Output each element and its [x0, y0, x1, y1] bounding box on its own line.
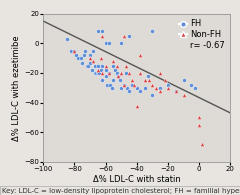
Point: [143, 86, 146, 89]
Point: [107, 71, 111, 74]
Point: [150, 83, 154, 86]
Point: [101, 34, 104, 37]
Point: [174, 89, 178, 92]
Point: [107, 71, 111, 74]
Point: [127, 71, 131, 74]
Point: [107, 42, 111, 45]
Point: [96, 71, 100, 74]
Point: [74, 54, 78, 57]
Point: [116, 74, 120, 77]
Point: [127, 89, 131, 92]
Point: [79, 57, 83, 60]
Point: [94, 71, 98, 74]
Point: [174, 89, 178, 92]
Point: [99, 68, 103, 72]
Point: [122, 34, 126, 37]
Point: [192, 86, 196, 89]
Point: [150, 30, 154, 33]
Point: [111, 79, 115, 82]
Point: [138, 89, 142, 92]
Point: [197, 116, 201, 119]
Point: [119, 42, 123, 45]
Point: [93, 64, 96, 67]
Text: Key: LDL-C = low-density lipoprotein cholesterol; FH = familial hypercholesterol: Key: LDL-C = low-density lipoprotein cho…: [2, 188, 240, 194]
Point: [97, 71, 101, 74]
Point: [135, 86, 139, 89]
Point: [132, 83, 136, 86]
Point: [88, 57, 92, 60]
Point: [138, 54, 142, 57]
Point: [101, 30, 104, 33]
Point: [119, 86, 123, 89]
Point: [130, 79, 134, 82]
Point: [154, 86, 157, 89]
Point: [80, 61, 84, 64]
Point: [96, 30, 100, 33]
Point: [104, 68, 108, 72]
Point: [91, 59, 95, 63]
Point: [200, 143, 204, 146]
Point: [122, 83, 126, 86]
Point: [96, 64, 100, 67]
Point: [91, 49, 95, 52]
Point: [86, 64, 90, 67]
Point: [158, 71, 162, 74]
Point: [104, 74, 108, 77]
Point: [166, 86, 170, 89]
Point: [189, 83, 193, 86]
Point: [163, 79, 167, 82]
Point: [146, 74, 150, 77]
Point: [119, 71, 123, 74]
Point: [122, 83, 126, 86]
Point: [85, 64, 89, 67]
Point: [150, 94, 154, 97]
Point: [82, 54, 86, 57]
Point: [104, 64, 108, 67]
Point: [101, 71, 104, 74]
Point: [65, 37, 69, 40]
Point: [124, 64, 128, 67]
Point: [113, 68, 117, 72]
Point: [138, 71, 142, 74]
Point: [96, 68, 100, 72]
Point: [111, 59, 115, 63]
Point: [115, 64, 119, 67]
Point: [182, 79, 186, 82]
Point: [111, 64, 115, 67]
Point: [135, 104, 139, 107]
Point: [72, 49, 76, 52]
Point: [143, 79, 146, 82]
Point: [197, 123, 201, 126]
Legend: FH, Non-FH, r= -0.67: FH, Non-FH, r= -0.67: [177, 18, 226, 51]
Point: [101, 64, 104, 67]
Point: [116, 74, 120, 77]
Point: [110, 86, 114, 89]
Point: [105, 83, 109, 86]
Point: [147, 79, 151, 82]
Point: [99, 57, 103, 60]
Point: [104, 42, 108, 45]
Point: [124, 71, 128, 74]
Point: [88, 54, 92, 57]
Point: [115, 71, 119, 74]
X-axis label: Δ% LDL-C with statin: Δ% LDL-C with statin: [93, 175, 181, 184]
Point: [118, 79, 121, 82]
Point: [90, 68, 94, 72]
Point: [130, 83, 134, 86]
Point: [158, 86, 162, 89]
Point: [93, 71, 96, 74]
Point: [101, 79, 104, 82]
Point: [127, 34, 131, 37]
Point: [126, 86, 129, 89]
Point: [182, 94, 186, 97]
Point: [69, 49, 73, 52]
Point: [76, 57, 79, 60]
Point: [158, 89, 162, 92]
Point: [88, 61, 92, 64]
Y-axis label: Δ% LDL-C with ezetimibe: Δ% LDL-C with ezetimibe: [12, 35, 21, 141]
Point: [108, 83, 112, 86]
Point: [72, 49, 76, 52]
Point: [84, 49, 87, 52]
Point: [166, 83, 170, 86]
